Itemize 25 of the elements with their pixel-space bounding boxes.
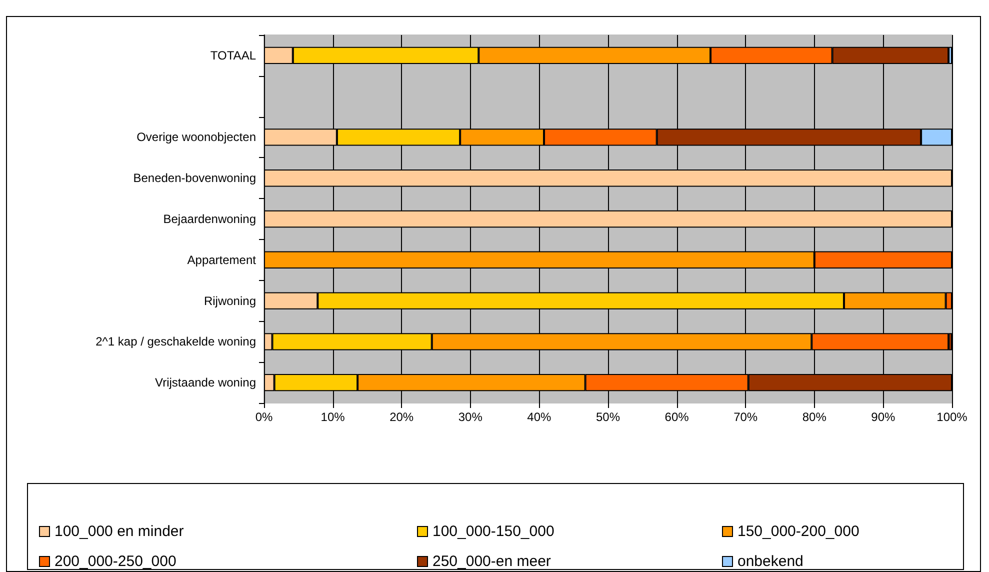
x-tick-label: 100%: [936, 410, 968, 424]
y-tick-label: Appartement: [187, 252, 257, 267]
legend-label: onbekend: [738, 553, 804, 570]
y-tick-label: Overige woonobjecten: [136, 130, 256, 144]
y-tick-label: Rijwoning: [204, 294, 256, 308]
legend-label: 250_000-en meer: [432, 553, 551, 570]
x-tick-label: 0%: [255, 410, 273, 424]
y-tick-label: Vrijstaande woning: [155, 376, 256, 390]
x-tick-label: 10%: [320, 410, 346, 424]
legend-label: 100_000-150_000: [432, 523, 554, 540]
x-tick-label: 70%: [734, 410, 758, 424]
x-tick-label: 60%: [664, 410, 690, 424]
y-tick-label: TOTAAL: [210, 48, 256, 62]
x-tick-label: 90%: [871, 410, 896, 424]
y-tick-label: 2^1 kap / geschakelde woning: [96, 334, 256, 349]
legend-label: 100_000 en minder: [54, 523, 184, 540]
x-tick-label: 80%: [802, 410, 827, 424]
y-tick-label: Beneden-bovenwoning: [133, 171, 256, 186]
x-tick-label: 40%: [527, 410, 552, 424]
x-tick-label: 50%: [596, 410, 620, 424]
x-tick-label: 30%: [458, 410, 483, 424]
y-tick-label: Bejaardenwoning: [163, 212, 256, 226]
legend-label: 200_000-250_000: [54, 553, 176, 570]
legend-label: 150_000-200_000: [738, 523, 860, 540]
x-tick-label: 20%: [390, 410, 414, 424]
